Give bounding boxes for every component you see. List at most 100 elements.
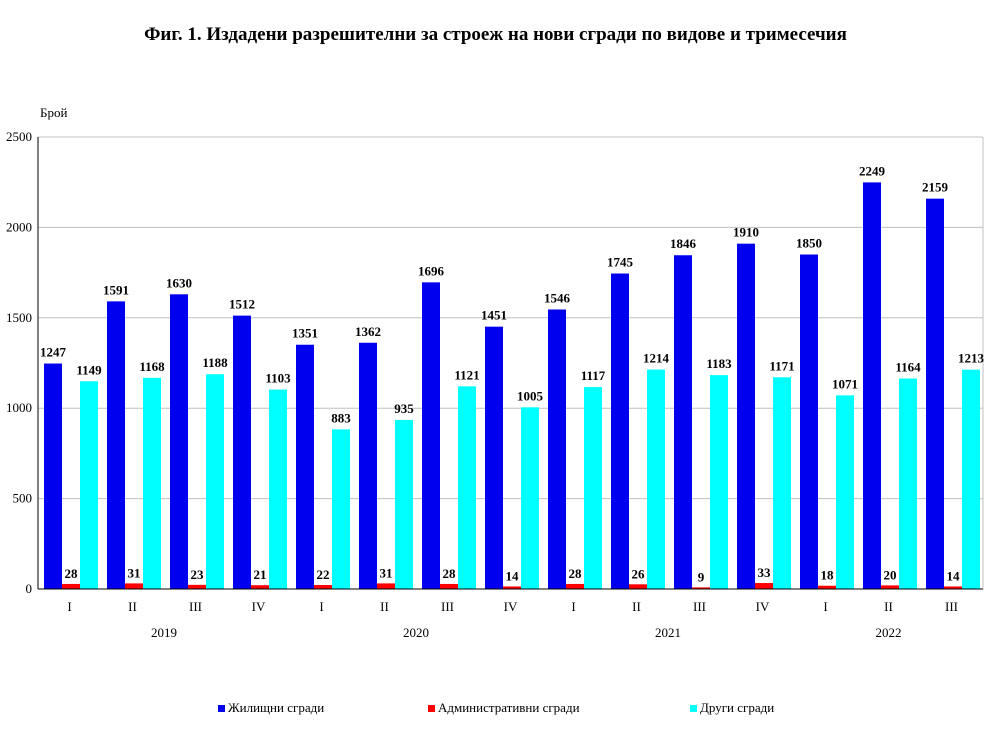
data-label: 883	[331, 410, 351, 425]
data-label: 14	[506, 568, 520, 583]
data-label: 26	[632, 566, 646, 581]
x-tick-label: IV	[252, 599, 266, 614]
data-label: 1745	[607, 255, 634, 270]
bar-1	[548, 309, 566, 589]
bar-3	[521, 407, 539, 589]
bar-3	[773, 377, 791, 589]
year-label: 2021	[655, 625, 681, 640]
bar-1	[296, 344, 314, 589]
x-tick-label: I	[319, 599, 323, 614]
data-label: 23	[191, 567, 205, 582]
bar-2	[125, 583, 143, 589]
bar-3	[206, 374, 224, 589]
data-label: 1005	[517, 388, 544, 403]
legend-label: Жилищни сгради	[228, 700, 325, 715]
data-label: 1850	[796, 236, 822, 251]
bar-1	[611, 273, 629, 589]
y-tick-label: 500	[13, 491, 33, 506]
data-label: 1117	[581, 368, 606, 383]
data-label: 31	[128, 565, 141, 580]
bar-3	[458, 386, 476, 589]
legend-swatch	[690, 704, 697, 712]
y-axis-label: Брой	[40, 105, 67, 120]
bar-2	[503, 586, 521, 589]
x-tick-label: I	[571, 599, 575, 614]
bar-2	[566, 583, 584, 589]
bar-2	[881, 585, 899, 589]
data-label: 1071	[832, 376, 858, 391]
data-label: 20	[884, 567, 897, 582]
data-label: 935	[394, 401, 414, 416]
bar-1	[863, 182, 881, 589]
data-label: 18	[821, 568, 835, 583]
bar-1	[485, 326, 503, 589]
bar-3	[269, 389, 287, 589]
bar-2	[440, 583, 458, 589]
data-label: 14	[947, 568, 961, 583]
data-label: 1910	[733, 225, 759, 240]
data-label: 1696	[418, 263, 445, 278]
x-tick-label: III	[945, 599, 958, 614]
bar-3	[836, 395, 854, 589]
data-label: 1168	[139, 359, 165, 374]
bar-3	[332, 429, 350, 589]
x-tick-label: I	[67, 599, 71, 614]
data-label: 1121	[454, 367, 479, 382]
y-tick-label: 1000	[6, 400, 32, 415]
bar-2	[188, 584, 206, 589]
x-tick-label: II	[128, 599, 137, 614]
data-label: 1591	[103, 282, 129, 297]
year-label: 2020	[403, 625, 429, 640]
data-label: 1164	[895, 360, 921, 375]
bar-3	[899, 378, 917, 589]
legend-label: Административни сгради	[438, 700, 580, 715]
bar-2	[818, 585, 836, 589]
bar-1	[800, 254, 818, 589]
data-label: 2159	[922, 180, 949, 195]
bar-2	[629, 584, 647, 589]
data-label: 33	[758, 565, 772, 580]
x-tick-label: II	[380, 599, 389, 614]
x-tick-label: IV	[756, 599, 770, 614]
x-tick-label: I	[823, 599, 827, 614]
data-label: 22	[317, 567, 330, 582]
data-label: 1630	[166, 275, 192, 290]
bar-3	[80, 381, 98, 589]
data-label: 28	[443, 566, 457, 581]
y-tick-label: 0	[26, 581, 33, 596]
bar-1	[170, 294, 188, 589]
bar-1	[233, 315, 251, 589]
bar-1	[44, 363, 62, 589]
data-label: 1351	[292, 326, 318, 341]
legend-item: Други сгради	[690, 700, 774, 716]
bar-1	[926, 198, 944, 589]
data-label: 28	[569, 566, 583, 581]
data-label: 31	[380, 565, 393, 580]
x-tick-label: II	[632, 599, 641, 614]
chart-title: Фиг. 1. Издадени разрешителни за строеж …	[144, 24, 847, 45]
y-tick-label: 2000	[6, 219, 32, 234]
bar-2	[755, 583, 773, 589]
data-label: 1188	[202, 355, 228, 370]
bar-3	[710, 375, 728, 589]
data-label: 1213	[958, 351, 985, 366]
data-label: 1149	[76, 362, 102, 377]
data-label: 1183	[706, 356, 732, 371]
data-label: 1247	[40, 345, 67, 360]
bar-2	[692, 587, 710, 589]
data-label: 1846	[670, 236, 697, 251]
bar-2	[62, 583, 80, 589]
legend-item: Жилищни сгради	[218, 700, 324, 716]
data-label: 1214	[643, 351, 670, 366]
bar-3	[962, 369, 980, 589]
bar-2	[251, 585, 269, 589]
data-label: 2249	[859, 163, 886, 178]
year-label: 2019	[151, 625, 177, 640]
x-tick-label: IV	[504, 599, 518, 614]
bar-1	[422, 282, 440, 589]
year-label: 2022	[876, 625, 902, 640]
legend-label: Други сгради	[700, 700, 775, 715]
data-label: 1103	[265, 371, 291, 386]
bar-3	[647, 369, 665, 589]
bar-2	[944, 586, 962, 589]
